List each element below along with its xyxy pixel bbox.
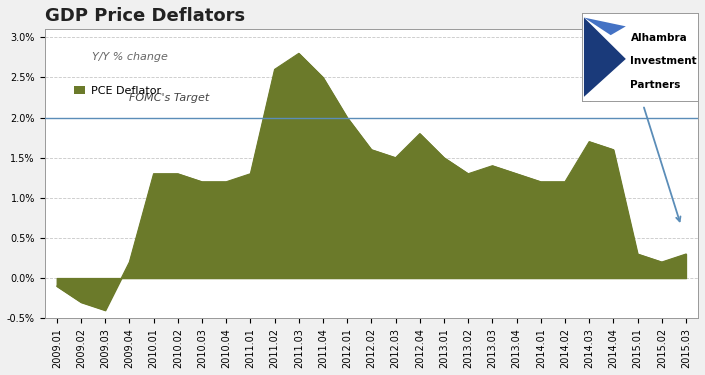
Text: GDP Price Deflators: GDP Price Deflators [44,7,245,25]
Text: FOMC's Target: FOMC's Target [129,93,209,103]
Text: Investment: Investment [630,56,697,66]
Text: Y/Y % change: Y/Y % change [92,53,168,62]
Text: 'Partly' oil prices;
what is the other
part?: 'Partly' oil prices; what is the other p… [589,69,685,221]
Legend: PCE Deflator: PCE Deflator [70,81,166,100]
Polygon shape [584,18,626,97]
Text: Partners: Partners [630,80,681,90]
Polygon shape [584,18,626,35]
Text: Alhambra: Alhambra [630,33,687,42]
